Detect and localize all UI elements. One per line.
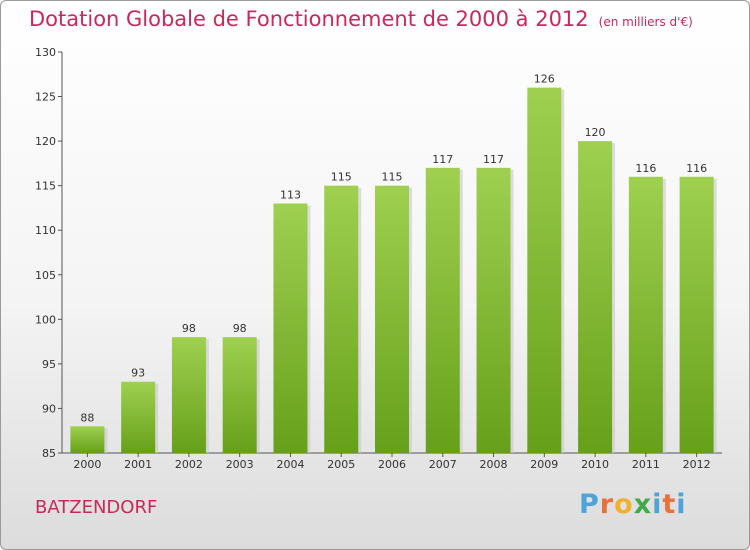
bar-value-label: 126 [534, 73, 555, 86]
logo-letter: o [614, 489, 634, 520]
x-tick-label: 2011 [632, 458, 660, 471]
y-tick-label: 130 [35, 46, 56, 59]
bar-value-label: 117 [432, 153, 453, 166]
bar [527, 88, 561, 453]
logo-letter: t [662, 489, 676, 520]
bar-value-label: 116 [635, 162, 656, 175]
y-tick-label: 85 [42, 447, 56, 460]
bar [273, 203, 307, 453]
bar [477, 168, 511, 453]
bar [426, 168, 460, 453]
y-tick-label: 95 [42, 358, 56, 371]
x-tick-label: 2012 [683, 458, 711, 471]
bar-value-label: 88 [80, 411, 94, 424]
bar-value-label: 115 [382, 171, 403, 184]
bar [578, 141, 612, 453]
y-tick-label: 115 [35, 180, 56, 193]
x-tick-label: 2003 [226, 458, 254, 471]
x-tick-label: 2009 [530, 458, 558, 471]
x-tick-label: 2002 [175, 458, 203, 471]
bar [172, 337, 206, 453]
x-tick-label: 2006 [378, 458, 406, 471]
logo-letter: i [652, 489, 662, 520]
bar [680, 177, 714, 453]
bar-value-label: 120 [585, 126, 606, 139]
y-tick-label: 100 [35, 313, 56, 326]
x-tick-label: 2007 [429, 458, 457, 471]
bar [223, 337, 257, 453]
bar [121, 382, 155, 453]
proxiti-logo: Proxiti [579, 489, 687, 520]
bar-value-label: 98 [182, 322, 196, 335]
y-tick-label: 120 [35, 135, 56, 148]
x-tick-label: 2010 [581, 458, 609, 471]
logo-letter: i [676, 489, 686, 520]
bar [70, 426, 104, 453]
y-tick-label: 110 [35, 224, 56, 237]
x-tick-label: 2001 [124, 458, 152, 471]
bar-value-label: 115 [331, 171, 352, 184]
bar-value-label: 98 [233, 322, 247, 335]
bar-value-label: 113 [280, 188, 301, 201]
bar-value-label: 117 [483, 153, 504, 166]
x-tick-label: 2008 [480, 458, 508, 471]
y-tick-label: 125 [35, 91, 56, 104]
bar-value-label: 93 [131, 367, 145, 380]
bar [375, 186, 409, 453]
y-tick-label: 105 [35, 269, 56, 282]
y-tick-label: 90 [42, 402, 56, 415]
bar-value-label: 116 [686, 162, 707, 175]
x-tick-label: 2004 [276, 458, 304, 471]
x-tick-label: 2000 [73, 458, 101, 471]
logo-letter: x [634, 489, 652, 520]
x-tick-label: 2005 [327, 458, 355, 471]
chart-frame: Dotation Globale de Fonctionnement de 20… [0, 0, 750, 550]
bar [324, 186, 358, 453]
logo-letter: P [579, 489, 600, 520]
commune-name: BATZENDORF [35, 497, 157, 518]
logo-letter: r [600, 489, 614, 520]
bar [629, 177, 663, 453]
bar-chart: 85 90 95 100 105 110 115 120 125 130 88 2000 93 2001 9… [1, 1, 749, 549]
